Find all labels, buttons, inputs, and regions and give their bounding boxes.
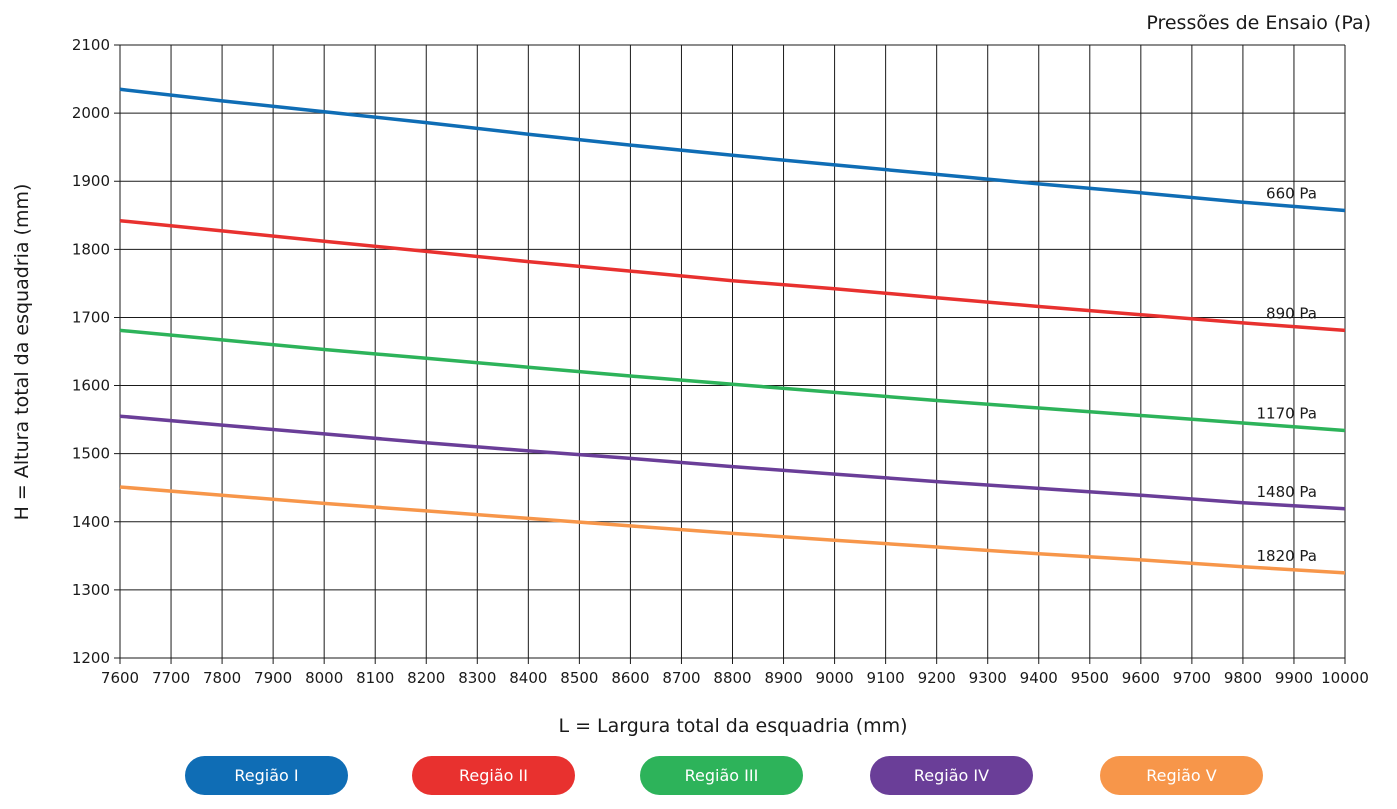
x-tick-label: 7700 <box>152 669 190 687</box>
x-tick-label: 8600 <box>611 669 649 687</box>
y-tick-label: 2100 <box>72 36 110 54</box>
x-tick-label: 9800 <box>1224 669 1262 687</box>
x-tick-label: 7900 <box>254 669 292 687</box>
x-tick-label: 8300 <box>458 669 496 687</box>
x-tick-label: 8900 <box>764 669 802 687</box>
legend: Região I Região II Região III Região IV … <box>0 756 1397 796</box>
series-line-2 <box>119 218 1346 333</box>
x-tick-label: 8200 <box>407 669 445 687</box>
y-tick-label: 2000 <box>72 104 110 122</box>
x-tick-label: 8400 <box>509 669 547 687</box>
series-labels: 660 Pa 890 Pa 1170 Pa 1480 Pa 1820 Pa <box>1256 185 1317 565</box>
legend-item-regiao-iii: Região III <box>640 756 803 795</box>
x-tick-label: 9500 <box>1071 669 1109 687</box>
x-axis-ticks: 7600 7700 7800 7900 8000 8100 8200 8300 8400 8500… <box>101 669 1369 687</box>
y-tick-label: 1300 <box>72 581 110 599</box>
x-tick-label: 7800 <box>203 669 241 687</box>
series-label-5: 1820 Pa <box>1256 547 1317 565</box>
x-tick-label: 8800 <box>713 669 751 687</box>
grid <box>114 44 1346 664</box>
y-tick-label: 1800 <box>72 240 110 258</box>
x-tick-label: 8700 <box>662 669 700 687</box>
series-label-1: 660 Pa <box>1266 185 1317 203</box>
chart-title: Pressões de Ensaio (Pa) <box>1146 12 1371 34</box>
series-line-1 <box>119 87 1346 213</box>
y-tick-label: 1400 <box>72 513 110 531</box>
y-tick-label: 1700 <box>72 308 110 326</box>
x-tick-label: 9300 <box>969 669 1007 687</box>
x-tick-label: 8000 <box>305 669 343 687</box>
series-line-4 <box>119 414 1346 511</box>
y-axis-title: H = Altura total da esquadria (mm) <box>11 184 33 521</box>
series-line-5 <box>119 485 1346 575</box>
y-tick-label: 1500 <box>72 445 110 463</box>
legend-item-regiao-v: Região V <box>1100 756 1263 795</box>
x-axis-title: L = Largura total da esquadria (mm) <box>558 715 907 737</box>
y-tick-label: 1200 <box>72 649 110 667</box>
legend-item-regiao-iv: Região IV <box>870 756 1033 795</box>
x-tick-label: 10000 <box>1321 669 1369 687</box>
x-tick-label: 9900 <box>1275 669 1313 687</box>
x-tick-label: 9200 <box>918 669 956 687</box>
series-label-3: 1170 Pa <box>1256 405 1317 423</box>
x-tick-label: 9600 <box>1122 669 1160 687</box>
legend-item-regiao-ii: Região II <box>412 756 575 795</box>
x-tick-label: 9100 <box>867 669 905 687</box>
y-axis-ticks: 1200 1300 1400 1500 1600 1700 1800 1900 2000 2100 <box>72 36 110 667</box>
series-line-3 <box>119 328 1346 433</box>
y-tick-label: 1900 <box>72 172 110 190</box>
x-tick-label: 8500 <box>560 669 598 687</box>
x-tick-label: 9000 <box>815 669 853 687</box>
x-tick-label: 9700 <box>1173 669 1211 687</box>
x-tick-label: 7600 <box>101 669 139 687</box>
legend-item-regiao-i: Região I <box>185 756 348 795</box>
y-tick-label: 1600 <box>72 377 110 395</box>
series-lines <box>119 87 1346 575</box>
x-tick-label: 9400 <box>1020 669 1058 687</box>
series-label-4: 1480 Pa <box>1256 483 1317 501</box>
x-tick-label: 8100 <box>356 669 394 687</box>
series-label-2: 890 Pa <box>1266 304 1317 322</box>
